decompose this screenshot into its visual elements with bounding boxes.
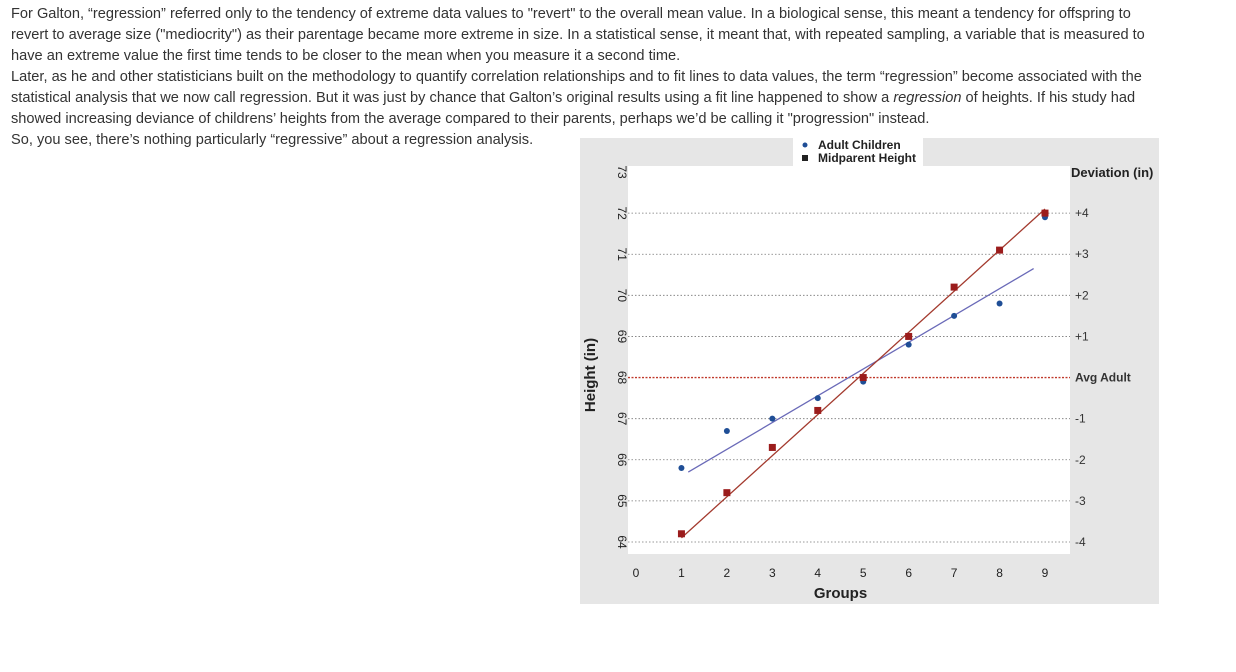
midparent-point [723,489,731,497]
adult-children-point [951,312,958,319]
legend-circle-icon [802,142,808,148]
legend-box [793,138,923,166]
paragraph: For Galton, “regression” referred only t… [11,4,1151,67]
y-tick-label: 68 [615,371,629,385]
deviation-label: +1 [1075,329,1089,343]
adult-children-fit-line [687,268,1034,473]
midparent-point [677,530,685,538]
legend-label: Midparent Height [818,151,916,165]
y-tick-label: 66 [615,453,629,467]
avg-adult-label: Avg Adult [1075,371,1131,385]
x-axis-title: Groups [814,585,867,602]
deviation-axis-title: Deviation (in) [1071,165,1153,180]
paragraph: So, you see, there’s nothing particularl… [11,130,1151,151]
regression-chart: +4 +3 +2 +1 Avg Adult -1 -2 -3 -4 Deviation (in) 6… [580,138,1159,604]
deviation-label: +3 [1075,247,1089,261]
y-tick-label: 67 [615,412,629,426]
legend-label: Adult Children [818,138,901,152]
x-tick-label: 6 [905,566,912,580]
y-tick-label: 71 [615,248,629,262]
x-tick-label: 4 [814,566,821,580]
x-tick-label: 0 [633,566,640,580]
deviation-label: +4 [1075,206,1089,220]
deviation-label: -2 [1075,453,1086,467]
article-text: For Galton, “regression” referred only t… [11,4,1151,151]
plot-area [628,166,1070,554]
deviation-label: -1 [1075,412,1086,426]
y-axis-title: Height (in) [582,338,599,412]
midparent-point [859,374,867,382]
midparent-point [1041,209,1049,217]
adult-children-point [905,341,912,348]
paragraph-text: For Galton, “regression” referred only t… [11,6,1145,64]
adult-children-point [996,300,1003,307]
midparent-point [996,246,1004,254]
deviation-label: -4 [1075,535,1086,549]
x-tick-label: 3 [769,566,776,580]
midparent-point [905,332,913,340]
adult-children-point [678,465,685,471]
x-tick-label: 8 [996,566,1003,580]
adult-children-point [769,415,776,422]
x-tick-label: 7 [951,566,958,580]
legend-square-icon [802,155,808,161]
italic-text: regression [893,90,962,106]
y-tick-label: 69 [615,330,629,344]
x-tick-label: 9 [1042,566,1049,580]
x-tick-label: 1 [678,566,685,580]
adult-children-point [723,428,730,434]
x-tick-label: 5 [860,566,867,580]
paragraph: Later, as he and other statisticians bui… [11,67,1151,130]
midparent-fit-line [681,208,1046,539]
deviation-label: +2 [1075,288,1089,302]
y-tick-label: 70 [615,289,629,303]
adult-children-point [814,395,821,402]
y-tick-label: 65 [615,494,629,508]
deviation-label: -3 [1075,494,1086,508]
midparent-point [814,406,822,414]
midparent-point [950,283,958,291]
y-tick-label: 73 [615,165,629,179]
y-tick-label: 72 [615,206,629,220]
y-tick-label: 64 [615,535,629,549]
paragraph-text: So, you see, there’s nothing particularl… [11,132,534,148]
chart-svg: +4 +3 +2 +1 Avg Adult -1 -2 -3 -4 Deviation (in) 6… [582,138,1153,602]
midparent-point [768,443,776,451]
x-tick-label: 2 [724,566,731,580]
paragraph-text: Later, as he and other statisticians bui… [11,69,1142,106]
paragraph-text: of heights. If his study had showed incr… [11,90,1136,127]
